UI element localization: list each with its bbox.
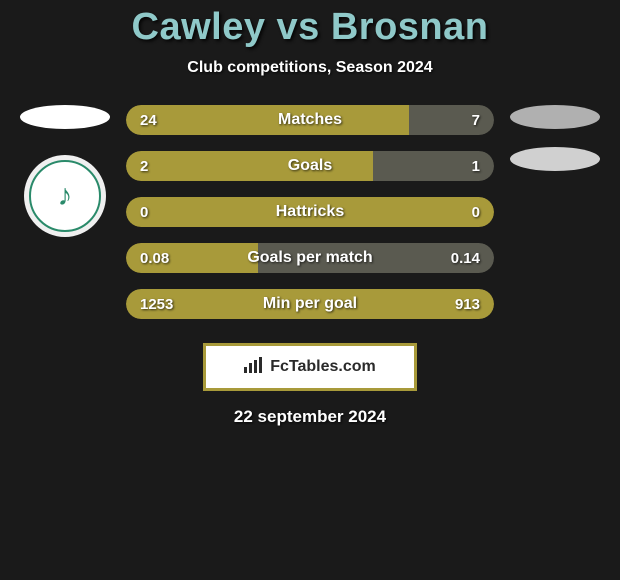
stat-overlay: 2 Goals 1 <box>126 151 494 181</box>
source-badge: FcTables.com <box>203 343 417 391</box>
stat-value-left: 1253 <box>140 296 180 313</box>
stat-overlay: 24 Matches 7 <box>126 105 494 135</box>
stat-value-right: 0.14 <box>440 250 480 267</box>
left-column: ♪ <box>10 105 120 319</box>
stat-value-right: 1 <box>440 158 480 175</box>
stat-label: Min per goal <box>180 295 440 313</box>
header: Cawley vs Brosnan Club competitions, Sea… <box>0 0 620 77</box>
stat-label: Hattricks <box>180 203 440 221</box>
club-logo-left: ♪ <box>24 155 106 237</box>
stat-bar-matches: 24 Matches 7 <box>126 105 494 135</box>
stat-value-right: 0 <box>440 204 480 221</box>
stat-bar-hattricks: 0 Hattricks 0 <box>126 197 494 227</box>
stat-overlay: 0 Hattricks 0 <box>126 197 494 227</box>
stat-bar-gpm: 0.08 Goals per match 0.14 <box>126 243 494 273</box>
stat-label: Goals per match <box>180 249 440 267</box>
stat-bar-mpg: 1253 Min per goal 913 <box>126 289 494 319</box>
player-photo-placeholder-left <box>20 105 110 129</box>
stat-overlay: 0.08 Goals per match 0.14 <box>126 243 494 273</box>
stat-value-right: 913 <box>440 296 480 313</box>
content-row: ♪ 24 Matches 7 2 Goals 1 0 <box>0 105 620 319</box>
stat-value-left: 0 <box>140 204 180 221</box>
page-title: Cawley vs Brosnan <box>0 6 620 49</box>
stats-column: 24 Matches 7 2 Goals 1 0 Hattricks 0 <box>120 105 500 319</box>
right-column <box>500 105 610 319</box>
harp-icon: ♪ <box>58 179 73 213</box>
stat-value-left: 0.08 <box>140 250 180 267</box>
club-logo-inner: ♪ <box>29 160 101 232</box>
stat-value-left: 24 <box>140 112 180 129</box>
stat-bar-goals: 2 Goals 1 <box>126 151 494 181</box>
date-line: 22 september 2024 <box>0 407 620 427</box>
badge-text: FcTables.com <box>270 358 376 376</box>
player-photo-placeholder-right-2 <box>510 147 600 171</box>
chart-icon <box>244 357 264 378</box>
stat-overlay: 1253 Min per goal 913 <box>126 289 494 319</box>
stat-value-right: 7 <box>440 112 480 129</box>
stat-label: Matches <box>180 111 440 129</box>
stat-value-left: 2 <box>140 158 180 175</box>
player-photo-placeholder-right-1 <box>510 105 600 129</box>
stat-label: Goals <box>180 157 440 175</box>
page-subtitle: Club competitions, Season 2024 <box>0 59 620 77</box>
